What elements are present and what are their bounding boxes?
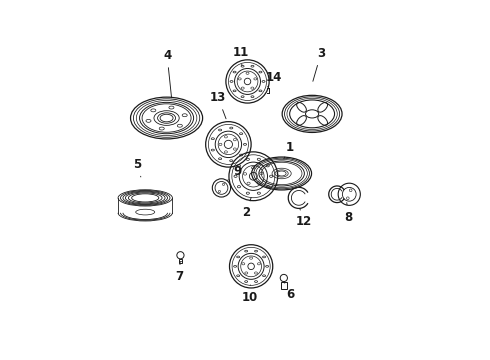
- Text: 14: 14: [266, 71, 282, 87]
- Text: 9: 9: [227, 165, 242, 180]
- Text: 12: 12: [295, 208, 312, 229]
- Bar: [179, 259, 182, 263]
- Bar: [280, 282, 287, 288]
- Text: 1: 1: [284, 141, 294, 159]
- Text: 13: 13: [210, 91, 226, 119]
- Text: 11: 11: [232, 46, 248, 66]
- Text: 2: 2: [243, 198, 251, 219]
- Text: 4: 4: [163, 49, 172, 98]
- Text: 6: 6: [284, 283, 294, 301]
- Text: 10: 10: [242, 285, 258, 304]
- Text: 5: 5: [133, 158, 141, 177]
- Text: 7: 7: [175, 262, 184, 283]
- Text: 3: 3: [313, 47, 325, 81]
- Text: 8: 8: [344, 203, 352, 224]
